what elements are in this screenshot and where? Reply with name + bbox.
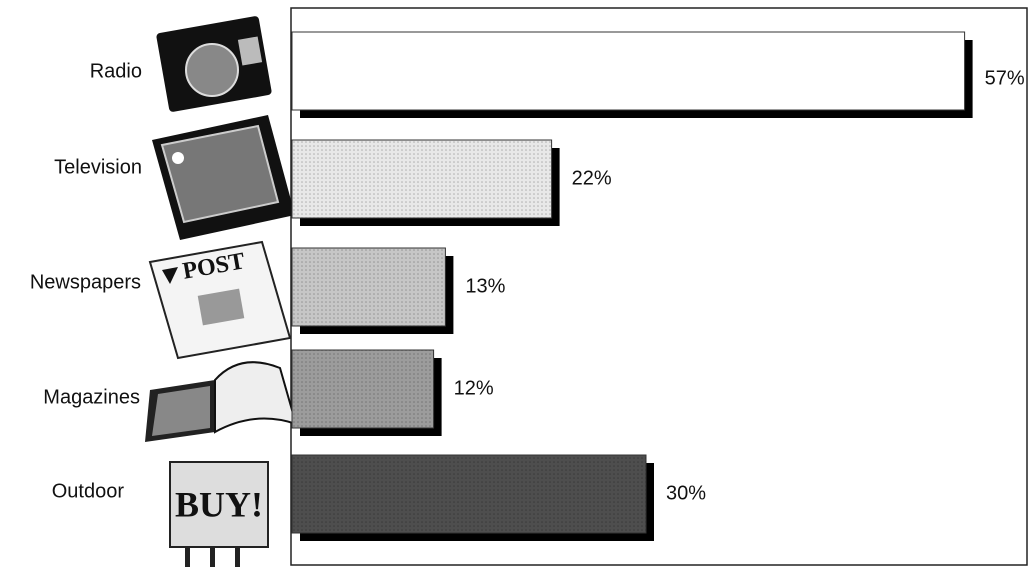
billboard-icon: BUY! bbox=[169, 461, 269, 567]
tv-icon bbox=[152, 115, 295, 240]
plot-frame bbox=[290, 7, 1028, 566]
icon-text: BUY! bbox=[175, 484, 263, 524]
value-label: 22% bbox=[572, 167, 612, 189]
bar-texture bbox=[292, 350, 434, 428]
bar-texture bbox=[292, 248, 446, 326]
category-label: Outdoor bbox=[52, 480, 125, 502]
newspaper-icon: POST bbox=[148, 240, 292, 360]
category-label: Radio bbox=[90, 60, 142, 82]
value-label: 57% bbox=[985, 67, 1025, 89]
bar bbox=[291, 31, 966, 111]
bar-texture bbox=[292, 455, 646, 533]
category-label: Newspapers bbox=[30, 271, 141, 293]
value-label: 12% bbox=[454, 377, 494, 399]
value-label: 30% bbox=[666, 482, 706, 504]
radio-icon bbox=[156, 16, 272, 112]
category-label: Television bbox=[54, 156, 142, 178]
bar-texture bbox=[292, 140, 552, 218]
magazine-icon bbox=[145, 361, 298, 442]
category-label: Magazines bbox=[43, 386, 140, 408]
value-label: 13% bbox=[465, 275, 505, 297]
